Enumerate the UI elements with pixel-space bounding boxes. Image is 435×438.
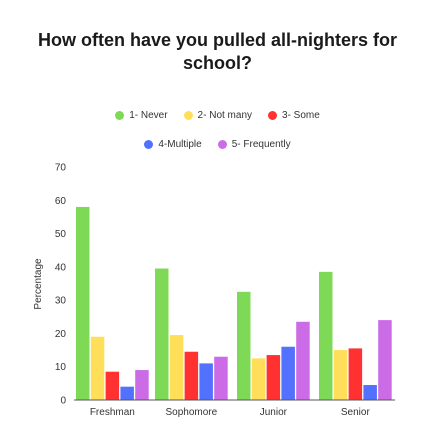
bar-some [105,371,120,400]
x-tick-label: Sophomore [165,407,217,418]
bar-frequently [214,356,228,400]
bar-multiple [120,386,134,400]
legend-item-some: 3- Some [268,110,320,121]
y-tick-label: 10 [55,362,67,373]
y-tick-label: 0 [60,396,66,407]
chart-title-line-2: school? [182,53,252,73]
legend-marker-never [115,111,125,120]
bar-some [184,351,199,400]
y-tick-label: 30 [55,296,67,307]
bar-some [266,355,281,400]
y-tick-label: 50 [55,229,67,240]
bar-some [348,348,363,400]
legend-label-not-many: 2- Not many [197,110,253,121]
bar-multiple [199,363,213,400]
bar-multiple [363,385,377,400]
y-tick-label: 40 [55,262,67,273]
bar-not-many [90,336,105,400]
bar-not-many [169,335,184,400]
x-tick-label: Freshman [90,407,135,418]
legend-marker-some [268,111,278,120]
y-tick-label: 20 [55,329,67,340]
legend-row-1: 1- Never 2- Not many 3- Some [0,110,435,121]
bar-never [237,291,251,400]
legend-item-not-many: 2- Not many [183,110,253,121]
legend-label-frequently: 5- Frequently [231,139,291,150]
bar-never [76,206,90,400]
x-tick-label: Senior [341,407,371,418]
y-tick-label: 60 [55,196,67,207]
legend-label-never: 1- Never [129,110,168,121]
bar-not-many [251,358,266,400]
y-axis-title: Percentage [33,258,44,310]
bar-frequently [135,370,149,400]
legend-marker-not-many [183,111,193,120]
bar-multiple [281,346,295,400]
bar-frequently [296,321,310,400]
bar-never [155,268,169,400]
legend-marker-frequently [217,140,227,149]
bar-not-many [333,350,348,400]
legend-item-never: 1- Never [115,110,168,121]
legend-marker-multiple [144,140,154,149]
y-tick-label: 70 [55,163,67,174]
chart-title-line-1: How often have you pulled all-nighters f… [37,30,398,50]
legend-label-multiple: 4-Multiple [158,139,202,150]
legend-label-some: 3- Some [282,110,320,121]
legend-row-2: 4-Multiple 5- Frequently [0,139,435,150]
legend-item-multiple: 4-Multiple [144,139,202,150]
bar-never [319,271,333,400]
x-tick-label: Junior [260,407,288,418]
legend-item-frequently: 5- Frequently [217,139,291,150]
bar-frequently [378,320,392,400]
